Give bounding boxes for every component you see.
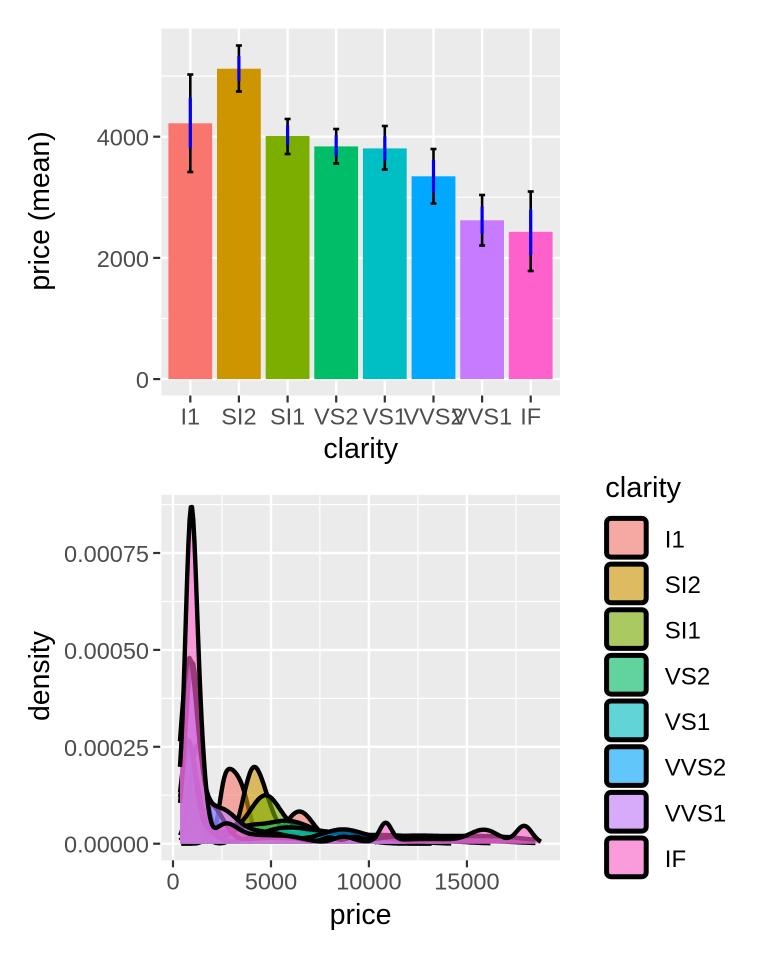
svg-text:0: 0 <box>166 869 179 895</box>
svg-text:4000: 4000 <box>97 125 149 151</box>
svg-text:10000: 10000 <box>336 869 401 895</box>
svg-text:VVS1: VVS1 <box>452 404 512 430</box>
svg-text:VVS1: VVS1 <box>665 800 726 827</box>
svg-text:VVS2: VVS2 <box>665 755 726 782</box>
svg-text:0: 0 <box>136 367 149 393</box>
svg-text:I1: I1 <box>665 526 685 553</box>
svg-text:0.00050: 0.00050 <box>64 638 149 664</box>
svg-text:IF: IF <box>520 404 541 430</box>
svg-text:0.00000: 0.00000 <box>64 832 149 858</box>
svg-text:price: price <box>330 899 392 931</box>
svg-text:0.00025: 0.00025 <box>64 735 149 761</box>
svg-text:5000: 5000 <box>245 869 297 895</box>
svg-text:I1: I1 <box>180 404 200 430</box>
svg-text:0.00075: 0.00075 <box>64 541 149 567</box>
svg-text:clarity: clarity <box>605 472 681 504</box>
svg-text:IF: IF <box>665 846 686 873</box>
svg-text:SI2: SI2 <box>221 404 256 430</box>
svg-text:VVS2: VVS2 <box>403 404 463 430</box>
svg-text:SI1: SI1 <box>270 404 305 430</box>
svg-text:VS1: VS1 <box>665 709 710 736</box>
svg-text:VS2: VS2 <box>665 663 710 690</box>
svg-text:price (mean): price (mean) <box>24 131 56 290</box>
svg-text:15000: 15000 <box>434 869 499 895</box>
svg-text:SI2: SI2 <box>665 572 701 599</box>
svg-text:2000: 2000 <box>97 246 149 272</box>
svg-text:VS2: VS2 <box>314 404 358 430</box>
svg-text:density: density <box>24 630 56 721</box>
svg-text:VS1: VS1 <box>363 404 407 430</box>
svg-text:SI1: SI1 <box>665 618 701 645</box>
svg-text:clarity: clarity <box>323 433 398 465</box>
